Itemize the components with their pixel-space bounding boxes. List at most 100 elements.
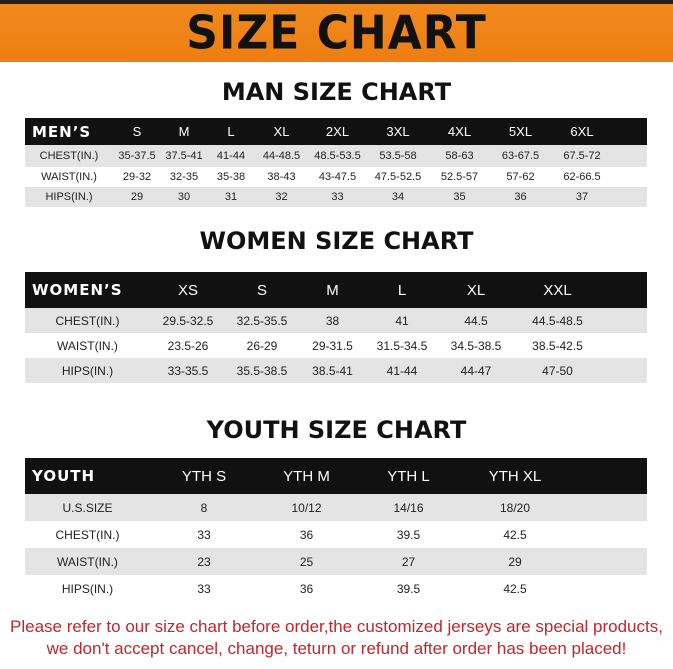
cell: 8: [200, 500, 208, 515]
youth-title: YOUTH SIZE CHART: [206, 416, 467, 444]
order-notice: Please refer to our size chart before or…: [0, 616, 673, 660]
cell: 37.5-41: [165, 150, 203, 162]
cell: YTH S: [181, 467, 227, 485]
cell: S: [256, 281, 267, 299]
cell: 41: [395, 313, 409, 328]
cell: 29: [130, 191, 144, 203]
table-row: U.S.SIZE 8 10/12 14/16 18/20: [25, 494, 647, 521]
header-row: WOMEN’S XS S M L XL XXL: [25, 272, 647, 308]
cell: 23.5-26: [167, 338, 209, 353]
cell: 34.5-38.5: [450, 338, 502, 353]
row-label: CHEST(IN.): [55, 313, 120, 328]
cell: 31.5-34.5: [376, 338, 428, 353]
cell: 67.5-72: [563, 150, 601, 162]
cell: 36: [299, 581, 314, 596]
cell: 6XL: [570, 124, 594, 139]
cell: XS: [177, 281, 198, 299]
table-row: WAIST(IN.) 23 25 27 29: [25, 548, 647, 575]
cell: XL: [466, 281, 486, 299]
cell: 29: [508, 554, 522, 569]
cell: 62-66.5: [563, 171, 601, 183]
cell: 4XL: [447, 124, 472, 139]
cell: 57-62: [506, 171, 535, 183]
cell: 31: [224, 191, 238, 203]
cell: 10/12: [291, 500, 322, 515]
cell: 39.5: [396, 581, 421, 596]
cell: YTH M: [283, 467, 330, 485]
cell: 36: [299, 527, 314, 542]
cell: 38: [325, 313, 340, 328]
cell: 30: [177, 191, 191, 203]
cell: 18/20: [499, 500, 531, 515]
cell: 48.5-53.5: [314, 150, 361, 162]
cell: 47.5-52.5: [374, 171, 422, 183]
women-size-table: WOMEN’S XS S M L XL XXL CHEST(IN.) 29.5-32.5 32.5…: [25, 272, 647, 383]
cell: 63-67.5: [501, 150, 540, 162]
cell: 35.5-38.5: [236, 363, 288, 378]
cell: 25: [299, 554, 314, 569]
row-label: WOMEN’S: [32, 281, 123, 299]
cell: 35-38: [216, 171, 246, 183]
notice-line: we don't accept cancel, change, teturn o…: [46, 639, 627, 658]
cell: 43-47.5: [318, 171, 357, 183]
cell: 44.5-48.5: [532, 313, 583, 328]
cell: 37: [575, 191, 589, 203]
row-label: WAIST(IN.): [57, 338, 118, 353]
cell: 2XL: [325, 124, 350, 139]
cell: S: [132, 124, 142, 139]
cell: 44-47: [460, 363, 492, 378]
cell: 58-63: [445, 150, 474, 162]
table-row: CHEST(IN.) 35-37.5 37.5-41 41-44 44-48.5 48.5…: [25, 145, 647, 167]
cell: L: [397, 281, 407, 299]
cell: 29-31.5: [312, 338, 353, 353]
cell: 44.5: [464, 313, 488, 328]
cell: 23: [197, 554, 211, 569]
row-label: YOUTH: [32, 467, 96, 485]
cell: 38.5-41: [312, 363, 353, 378]
cell: 33: [197, 527, 211, 542]
cell: YTH XL: [488, 467, 542, 485]
cell: 39.5: [396, 527, 421, 542]
cell: 33: [331, 191, 344, 203]
cell: 32.5-35.5: [236, 313, 288, 328]
row-label: HIPS(IN.): [61, 363, 114, 378]
cell: 5XL: [508, 124, 533, 139]
cell: L: [227, 124, 235, 139]
cell: 29.5-32.5: [162, 313, 214, 328]
banner-title: SIZE CHART: [186, 6, 487, 60]
row-label: HIPS(IN.): [61, 581, 114, 596]
cell: 42.5: [503, 527, 527, 542]
cell: XXL: [543, 281, 572, 299]
cell: 36: [514, 191, 527, 203]
table-row: HIPS(IN.) 33-35.5 35.5-38.5 38.5-41 41-44 44-…: [25, 358, 647, 383]
header-row: MEN’S S M L XL 2XL 3XL 4XL 5XL 6XL: [25, 118, 647, 145]
row-label: HIPS(IN.): [45, 191, 93, 203]
cell: M: [326, 281, 339, 299]
cell: 35: [453, 191, 466, 203]
cell: 32: [275, 191, 288, 203]
cell: 41-44: [386, 363, 418, 378]
men-title: MAN SIZE CHART: [221, 78, 452, 106]
cell: 35-37.5: [118, 150, 156, 162]
cell: 42.5: [503, 581, 527, 596]
cell: 34: [391, 191, 405, 203]
cell: 38.5-42.5: [532, 338, 583, 353]
cell: 32-35: [169, 171, 199, 183]
cell: 41-44: [216, 150, 246, 162]
cell: 47-50: [542, 363, 573, 378]
notice-line: Please refer to our size chart before or…: [10, 617, 663, 636]
table-row: HIPS(IN.) 29 30 31 32 33 34 35 36 37: [25, 187, 647, 207]
cell: M: [178, 124, 190, 139]
cell: 27: [401, 554, 416, 569]
cell: 29-32: [122, 171, 152, 183]
table-row: WAIST(IN.) 23.5-26 26-29 29-31.5 31.5-34.5 34…: [25, 333, 647, 358]
cell: 3XL: [386, 124, 410, 139]
row-label: MEN’S: [32, 122, 92, 141]
table-row: WAIST(IN.) 29-32 32-35 35-38 38-43 43-47.5 47.…: [25, 167, 647, 187]
row-label: CHEST(IN.): [39, 150, 99, 162]
cell: 33: [197, 581, 211, 596]
row-label: CHEST(IN.): [55, 527, 120, 542]
cell: 53.5-58: [379, 150, 417, 162]
row-label: WAIST(IN.): [41, 171, 97, 183]
cell: XL: [273, 124, 290, 139]
